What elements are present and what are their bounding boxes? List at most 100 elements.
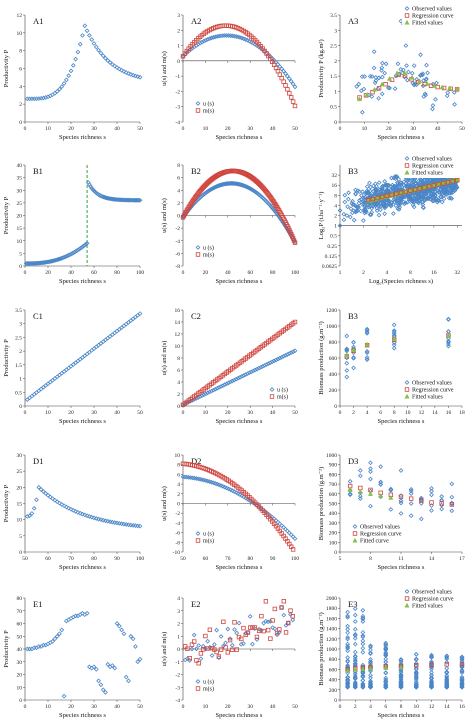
data-point	[290, 614, 295, 619]
data-point	[429, 666, 434, 672]
data-point	[101, 194, 107, 200]
data-point	[352, 633, 358, 638]
data-point	[187, 656, 192, 661]
data-point	[234, 630, 240, 636]
data-point	[410, 198, 416, 203]
y-axis-label: Productivity P	[3, 630, 10, 668]
data-point	[201, 38, 207, 44]
data-point	[53, 257, 59, 263]
x-axis-label: Species richness s	[378, 564, 425, 571]
data-point	[254, 634, 260, 640]
data-point	[137, 523, 143, 529]
x-axis-label: Species richness s	[378, 134, 425, 141]
data-point	[370, 204, 376, 209]
data-point	[361, 86, 367, 92]
data-point	[49, 258, 54, 264]
legend-box	[402, 155, 460, 178]
data-point	[385, 182, 391, 188]
data-point	[285, 87, 290, 92]
legend-label: Observed values	[412, 590, 452, 596]
y-axis-label: Biomass production (g.m⁻²)	[318, 321, 325, 394]
y-tick-label: 0	[334, 404, 337, 410]
data-point	[344, 374, 350, 380]
data-point	[283, 630, 289, 635]
y-tick-label: -6	[175, 251, 180, 257]
y-axis-label: Biomass production (g.m⁻²)	[318, 612, 325, 685]
data-point	[408, 513, 414, 519]
data-point	[368, 675, 373, 681]
legend-marker	[195, 101, 201, 106]
data-point	[248, 39, 254, 45]
data-point	[337, 223, 343, 228]
x-axis-label: Species richness s	[216, 418, 263, 425]
series-u-s-	[180, 474, 298, 542]
y-tick-label: 2000	[326, 596, 337, 602]
data-point	[357, 468, 363, 473]
data-point	[367, 180, 372, 186]
x-tick-label: 40	[114, 126, 120, 132]
data-point	[412, 187, 418, 192]
data-point	[247, 370, 252, 376]
data-point	[279, 75, 284, 81]
x-tick-label: 30	[91, 410, 97, 416]
y-axis-label: u(s) and m(s)	[161, 198, 168, 233]
y-tick-label: 800	[329, 340, 338, 346]
y-tick-label: -10	[173, 550, 181, 556]
data-point	[368, 460, 373, 466]
x-tick-label: 0	[339, 704, 342, 710]
data-point	[368, 682, 373, 687]
y-tick-label: 2	[177, 201, 180, 207]
legend-box	[402, 5, 460, 28]
data-point	[398, 664, 404, 670]
y-tick-label: 200	[329, 531, 338, 537]
data-point	[434, 80, 439, 86]
y-tick-label: -4	[175, 120, 180, 126]
x-axis-label: Species richness s	[59, 564, 106, 571]
x-tick-label: 30	[91, 704, 97, 710]
data-point	[344, 213, 350, 218]
data-point	[417, 198, 423, 203]
data-point	[406, 69, 411, 75]
data-point	[386, 85, 391, 91]
data-point	[77, 510, 83, 516]
data-point	[214, 34, 220, 39]
legend-label: Regression curve	[412, 597, 454, 603]
y-tick-label: 25	[17, 201, 23, 207]
data-point	[360, 673, 366, 679]
data-point	[378, 207, 383, 213]
data-point	[220, 33, 226, 38]
y-tick-label: -2	[175, 226, 180, 232]
x-tick-label: 8	[393, 410, 396, 416]
panel-d2: 50 60 70 80 90 100 -10 -8 -6 -4 -2 0 2 4 6 8 10 Species r…	[161, 453, 299, 571]
data-point	[438, 187, 443, 192]
data-point	[247, 625, 253, 630]
series-regression-curve	[365, 177, 460, 203]
y-tick-label: 0	[334, 698, 337, 704]
data-point	[459, 680, 465, 685]
y-axis-label: u(s) and m(s)	[161, 341, 168, 376]
x-tick-label: 30	[247, 410, 253, 416]
y-tick-label: 1	[177, 634, 180, 640]
y-axis-label: Productivity P	[3, 339, 10, 377]
data-point	[447, 85, 453, 91]
panel-label: B2	[191, 166, 201, 176]
data-point	[24, 514, 30, 519]
data-point	[205, 390, 211, 396]
data-point	[252, 625, 257, 630]
data-point	[374, 205, 380, 211]
series-m-s-	[183, 599, 295, 666]
y-tick-label: 60	[17, 622, 23, 628]
data-point	[433, 192, 438, 198]
y-axis-label: Productivity P	[3, 49, 10, 87]
legend-marker	[269, 394, 275, 399]
data-point	[447, 190, 452, 196]
data-point	[379, 91, 385, 97]
data-point	[364, 190, 370, 195]
data-point	[273, 357, 279, 363]
y-tick-label: 400	[329, 678, 338, 684]
data-point	[421, 205, 426, 211]
data-point	[429, 670, 434, 675]
panel-label: D3	[348, 456, 358, 466]
data-point	[364, 91, 370, 97]
data-point	[73, 509, 78, 514]
